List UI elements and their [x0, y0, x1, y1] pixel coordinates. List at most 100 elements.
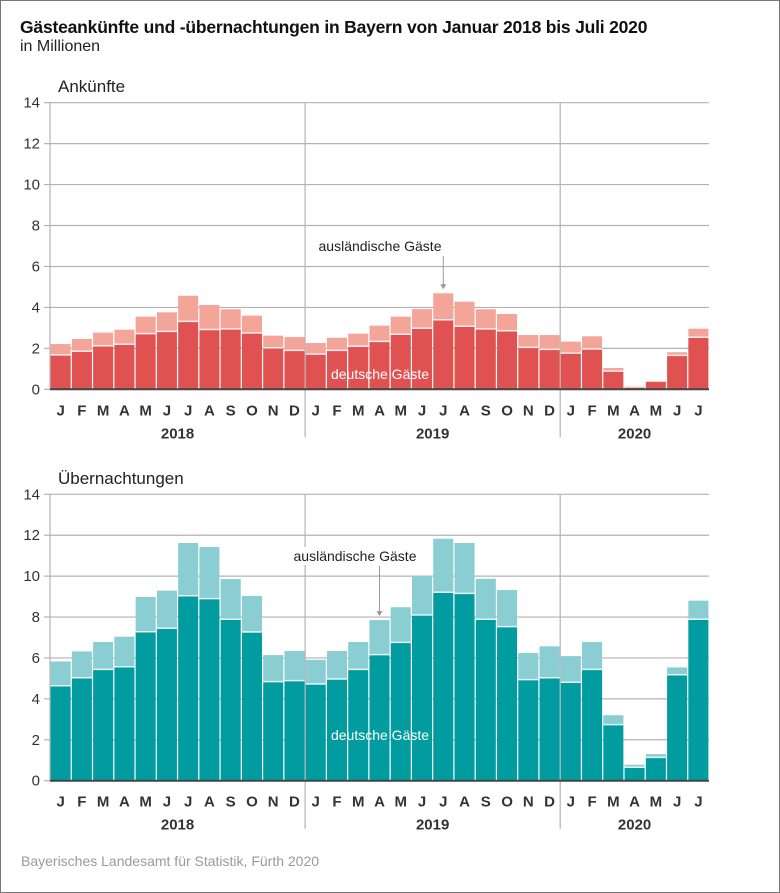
bar-auslaendische-gaeste [667, 667, 688, 675]
bar-auslaendische-gaeste [603, 368, 624, 372]
x-tick-label: J [418, 794, 426, 811]
bar-auslaendische-gaeste [603, 715, 624, 725]
bar-auslaendische-gaeste [199, 547, 220, 599]
bar-auslaendische-gaeste [582, 336, 603, 349]
bar-deutsche-gaeste [603, 371, 624, 390]
x-tick-label: A [119, 402, 130, 419]
bar-deutsche-gaeste [284, 680, 305, 781]
y-tick-label: 10 [23, 568, 40, 585]
bar-auslaendische-gaeste [348, 333, 369, 347]
bar-deutsche-gaeste [114, 666, 135, 781]
x-tick-label: S [226, 402, 236, 419]
bar-deutsche-gaeste [560, 353, 581, 390]
x-tick-label: O [501, 402, 513, 419]
x-tick-label: D [544, 794, 555, 811]
x-tick-label: J [418, 402, 426, 419]
bar-deutsche-gaeste [518, 347, 539, 390]
x-tick-label: O [501, 794, 513, 811]
source-note: Bayerisches Landesamt für Statistik, Für… [21, 853, 320, 869]
bar-auslaendische-gaeste [135, 316, 156, 334]
bar-auslaendische-gaeste [178, 542, 199, 596]
bar-auslaendische-gaeste [93, 642, 114, 670]
x-tick-label: S [481, 402, 491, 419]
bar-deutsche-gaeste [135, 333, 156, 390]
x-tick-label: A [204, 402, 215, 419]
x-tick-label: J [312, 794, 320, 811]
x-tick-label: A [204, 794, 215, 811]
bar-deutsche-gaeste [71, 677, 92, 781]
bar-deutsche-gaeste [156, 331, 177, 390]
bar-auslaendische-gaeste [433, 538, 454, 593]
y-tick-label: 8 [32, 609, 40, 626]
y-tick-label: 6 [32, 650, 40, 667]
chart-title: Gästeankünfte und -übernachtungen in Bay… [20, 17, 648, 37]
bar-auslaendische-gaeste [263, 335, 284, 348]
bar-deutsche-gaeste [369, 341, 390, 390]
bar-deutsche-gaeste [645, 381, 666, 390]
bar-deutsche-gaeste [220, 328, 241, 390]
bar-deutsche-gaeste [411, 328, 433, 390]
x-tick-label: M [395, 402, 408, 419]
bar-deutsche-gaeste [454, 593, 475, 781]
annotation-arrow-head-icon [440, 284, 447, 290]
bar-deutsche-gaeste [71, 351, 92, 390]
bar-deutsche-gaeste [433, 319, 454, 390]
y-tick-label: 0 [32, 773, 40, 790]
x-tick-label: M [352, 794, 365, 811]
x-tick-label: O [246, 794, 258, 811]
bar-auslaendische-gaeste [71, 651, 92, 678]
bar-auslaendische-gaeste [241, 595, 262, 632]
bar-deutsche-gaeste [50, 354, 71, 390]
bar-deutsche-gaeste [560, 682, 581, 781]
bar-deutsche-gaeste [369, 654, 390, 781]
bar-deutsche-gaeste [220, 619, 241, 781]
bar-auslaendische-gaeste [560, 656, 581, 683]
bar-auslaendische-gaeste [326, 337, 348, 351]
x-tick-label: N [523, 794, 534, 811]
annotation-background [285, 547, 425, 565]
bar-deutsche-gaeste [348, 346, 369, 390]
year-label: 2019 [416, 817, 449, 834]
bar-auslaendische-gaeste [71, 338, 92, 352]
x-tick-label: N [268, 402, 279, 419]
bar-auslaendische-gaeste [390, 316, 411, 335]
bar-deutsche-gaeste [624, 387, 645, 390]
x-tick-label: J [439, 402, 447, 419]
overnight-stays-panel-title: Übernachtungen [58, 469, 184, 488]
bar-auslaendische-gaeste [135, 596, 156, 632]
x-tick-label: J [567, 794, 575, 811]
x-tick-label: J [673, 794, 681, 811]
bar-deutsche-gaeste [475, 328, 496, 390]
bar-auslaendische-gaeste [284, 651, 305, 681]
bar-auslaendische-gaeste [645, 754, 666, 758]
x-tick-label: S [481, 794, 491, 811]
bar-deutsche-gaeste [539, 677, 560, 781]
bar-deutsche-gaeste [263, 347, 284, 390]
bar-deutsche-gaeste [582, 669, 603, 781]
x-tick-label: F [587, 794, 596, 811]
annotation-auslaendische-gaeste: ausländische Gäste [294, 548, 417, 564]
bar-auslaendische-gaeste [93, 332, 114, 346]
bar-deutsche-gaeste [241, 631, 262, 781]
chart-subtitle: in Millionen [20, 38, 101, 55]
x-tick-label: M [97, 794, 110, 811]
bar-auslaendische-gaeste [156, 590, 177, 629]
bar-deutsche-gaeste [667, 355, 688, 390]
x-tick-label: A [119, 794, 130, 811]
bar-deutsche-gaeste [603, 724, 624, 781]
bar-auslaendische-gaeste [305, 659, 326, 684]
bar-auslaendische-gaeste [539, 335, 560, 350]
x-tick-label: D [289, 402, 300, 419]
bar-auslaendische-gaeste [348, 642, 369, 670]
year-label: 2020 [618, 817, 651, 834]
bar-deutsche-gaeste [93, 669, 114, 781]
x-tick-label: F [332, 402, 341, 419]
bar-auslaendische-gaeste [475, 578, 496, 620]
bar-deutsche-gaeste [284, 350, 305, 390]
bar-auslaendische-gaeste [433, 293, 454, 320]
x-tick-label: M [607, 794, 620, 811]
bar-auslaendische-gaeste [518, 653, 539, 680]
x-tick-label: S [226, 794, 236, 811]
